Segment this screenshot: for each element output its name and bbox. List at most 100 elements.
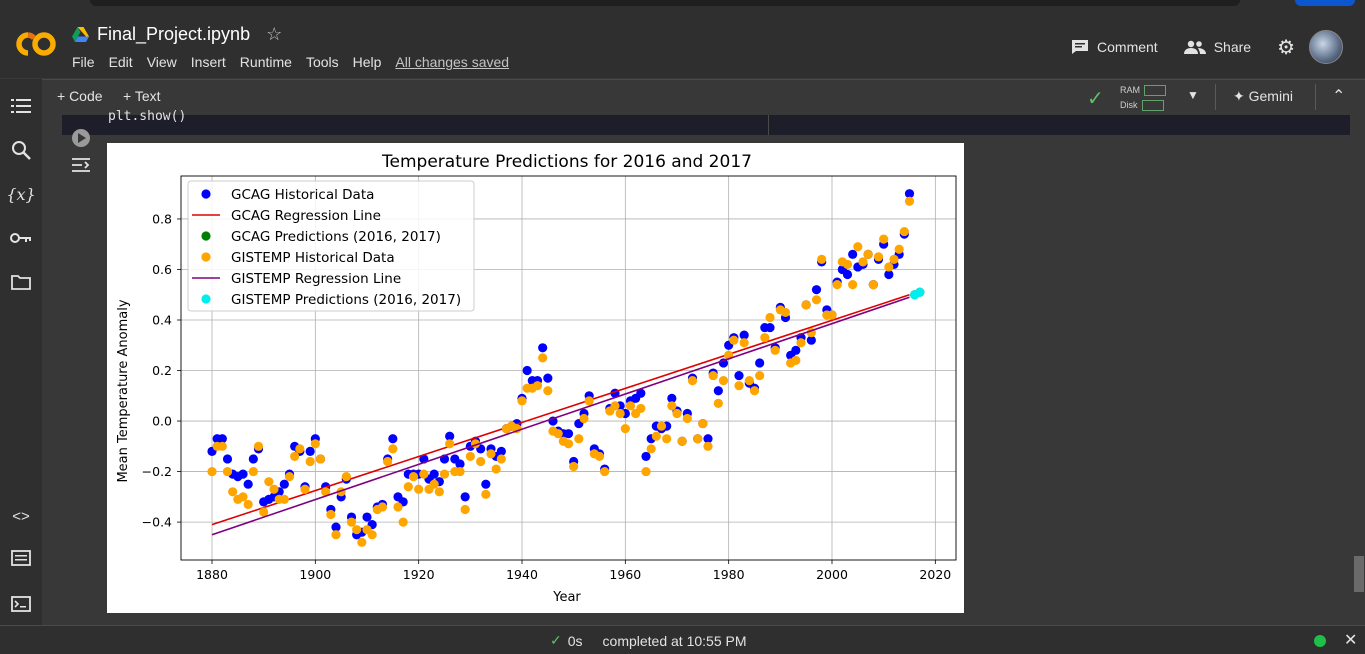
add-code-cell-button[interactable]: + Code [57, 88, 103, 104]
comment-button[interactable]: Comment [1071, 39, 1158, 55]
output-options-icon[interactable] [70, 155, 92, 175]
data-point [445, 431, 455, 441]
data-point [667, 393, 677, 403]
menu-insert[interactable]: Insert [190, 54, 226, 70]
variables-icon[interactable]: {x} [6, 184, 36, 204]
data-point [563, 439, 574, 449]
data-point [538, 353, 548, 363]
data-point [481, 479, 491, 489]
data-point [228, 487, 238, 497]
save-status-link[interactable]: All changes saved [395, 54, 510, 70]
code-snippets-icon[interactable]: <> [12, 507, 30, 525]
chevron-up-icon[interactable]: ⌃ [1332, 88, 1346, 105]
data-point [842, 269, 853, 280]
data-point [842, 259, 853, 270]
data-point [698, 418, 708, 429]
data-point [641, 451, 651, 462]
menu-help[interactable]: Help [352, 54, 382, 70]
close-icon[interactable]: ✕ [1344, 632, 1358, 649]
data-point [780, 307, 791, 318]
data-point [765, 322, 775, 333]
data-point [248, 454, 258, 464]
x-tick-label: 2020 [919, 567, 951, 582]
data-point [486, 449, 496, 459]
data-point [367, 530, 377, 540]
y-tick-label: 0.4 [152, 313, 172, 328]
regression-line [211, 293, 910, 526]
scrollbar-thumb[interactable] [1354, 556, 1364, 592]
data-point [460, 504, 470, 515]
colab-logo[interactable] [14, 30, 58, 58]
legend-marker [201, 252, 211, 262]
folder-icon[interactable] [10, 271, 32, 293]
data-point [646, 444, 656, 454]
data-point [610, 401, 620, 411]
data-point [579, 413, 589, 424]
data-point [563, 429, 574, 439]
google-drive-icon [72, 27, 89, 42]
data-point [915, 287, 925, 297]
menu-runtime[interactable]: Runtime [239, 54, 292, 70]
x-tick-label: 1960 [609, 567, 641, 582]
data-point [656, 421, 667, 431]
share-label: Share [1213, 39, 1252, 55]
menu-file[interactable]: File [72, 54, 95, 70]
data-point [734, 370, 744, 381]
disk-meter [1141, 100, 1164, 112]
data-point [739, 338, 749, 348]
code-cell-editor[interactable]: plt.show() [62, 109, 1350, 135]
avatar[interactable] [1309, 30, 1343, 64]
data-point [465, 451, 475, 462]
table-of-contents-icon[interactable] [10, 95, 32, 117]
data-point [445, 439, 455, 449]
data-point [460, 492, 470, 502]
data-point [811, 285, 822, 295]
x-tick-label: 1920 [403, 567, 435, 582]
data-point [765, 312, 775, 323]
key-icon[interactable] [10, 227, 32, 249]
toolbar-divider [1215, 84, 1216, 110]
data-point [755, 358, 765, 368]
share-button[interactable]: Share [1183, 39, 1252, 55]
ram-label: RAM [1120, 85, 1140, 95]
y-tick-label: 0.6 [152, 262, 172, 277]
settings-button[interactable]: ⚙ [1277, 35, 1295, 60]
add-text-cell-button[interactable]: + Text [123, 88, 161, 104]
command-palette-icon[interactable] [10, 547, 32, 569]
menu-view[interactable]: View [146, 54, 177, 70]
disk-label: Disk [1120, 100, 1138, 110]
data-point [429, 479, 439, 489]
gemini-button[interactable]: ✦ Gemini [1233, 88, 1293, 105]
y-tick-label: 0.2 [152, 363, 172, 378]
menu-tools[interactable]: Tools [305, 54, 339, 70]
data-point [429, 469, 439, 479]
data-point [543, 373, 553, 383]
terminal-icon[interactable] [10, 593, 32, 615]
star-icon[interactable]: ☆ [266, 24, 283, 44]
menu-edit[interactable]: Edit [108, 54, 133, 70]
data-point [894, 244, 904, 254]
data-point [662, 434, 672, 444]
data-point [341, 472, 351, 482]
browser-button[interactable] [1295, 0, 1355, 6]
search-icon[interactable] [10, 139, 32, 161]
x-axis-label: Year [552, 590, 581, 605]
runtime-status-dot[interactable] [1314, 635, 1326, 647]
status-completed: completed at 10:55 PM [602, 632, 747, 649]
run-cell-icon[interactable] [70, 127, 92, 149]
notebook-title[interactable]: Final_Project.ipynb [97, 24, 251, 44]
data-point [600, 466, 610, 477]
resource-meter[interactable]: RAM Disk [1120, 83, 1166, 113]
data-point [884, 262, 894, 272]
data-point [817, 254, 827, 264]
x-tick-label: 1880 [196, 567, 228, 582]
data-point [377, 502, 388, 512]
data-point [863, 249, 873, 259]
chevron-down-icon[interactable]: ▼ [1187, 88, 1199, 102]
data-point [305, 456, 315, 467]
data-point [434, 487, 444, 497]
left-sidebar: {x} <> [0, 79, 42, 625]
code-line: plt.show() [108, 109, 187, 124]
data-point [269, 484, 279, 494]
data-point [238, 469, 248, 479]
